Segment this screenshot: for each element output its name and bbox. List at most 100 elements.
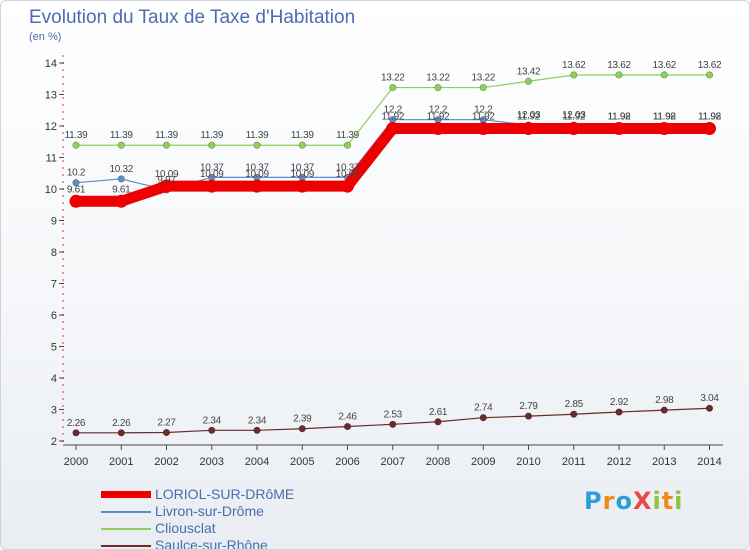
legend-swatch-loriol bbox=[101, 491, 151, 498]
y-tick-label: 8 bbox=[51, 247, 57, 259]
x-tick-label: 2007 bbox=[381, 456, 405, 468]
data-label-saulce-sur-rh-ne: 2.61 bbox=[429, 407, 448, 418]
data-label-livron-sur-dr-me: 10.32 bbox=[109, 164, 133, 175]
data-point-cliousclat bbox=[660, 71, 668, 79]
data-point-saulce-sur-rh-ne bbox=[660, 406, 668, 414]
data-point-cliousclat bbox=[615, 71, 623, 79]
data-label-cliousclat: 11.39 bbox=[200, 130, 224, 141]
y-tick-label: 12 bbox=[45, 121, 57, 133]
legend-label: Saulce-sur-Rhône bbox=[155, 537, 268, 550]
data-label-saulce-sur-rh-ne: 2.34 bbox=[203, 415, 222, 426]
data-label-saulce-sur-rh-ne: 2.98 bbox=[655, 395, 674, 406]
data-label-cliousclat: 13.62 bbox=[562, 60, 586, 71]
legend-swatch-saulce bbox=[101, 545, 151, 547]
logo-letter: o bbox=[615, 487, 633, 515]
data-point-saulce-sur-rh-ne bbox=[298, 425, 306, 433]
data-label-cliousclat: 13.22 bbox=[471, 73, 495, 84]
data-point-cliousclat bbox=[524, 77, 533, 85]
data-label-loriol-sur-dr-me: 11.92 bbox=[427, 112, 451, 123]
data-label-saulce-sur-rh-ne: 2.46 bbox=[338, 412, 357, 423]
data-label-livron-sur-dr-me: 10.37 bbox=[290, 162, 314, 173]
logo-letter: P bbox=[584, 487, 603, 515]
data-point-loriol-sur-dr-me bbox=[114, 194, 128, 208]
x-tick-label: 2010 bbox=[516, 456, 540, 468]
y-tick-label: 9 bbox=[51, 216, 57, 228]
data-point-saulce-sur-rh-ne bbox=[208, 426, 216, 434]
data-label-saulce-sur-rh-ne: 2.74 bbox=[474, 403, 493, 414]
data-label-livron-sur-dr-me: 12.03 bbox=[562, 110, 586, 121]
x-tick-label: 2002 bbox=[154, 456, 178, 468]
data-point-loriol-sur-dr-me bbox=[431, 122, 445, 136]
data-label-loriol-sur-dr-me: 11.92 bbox=[608, 112, 632, 123]
logo-letter: r bbox=[602, 487, 616, 515]
y-tick-label: 10 bbox=[45, 184, 57, 196]
logo-letter: X bbox=[632, 487, 653, 515]
data-point-loriol-sur-dr-me bbox=[522, 122, 535, 136]
data-label-saulce-sur-rh-ne: 3.04 bbox=[700, 393, 719, 404]
x-tick-label: 2013 bbox=[652, 456, 676, 468]
data-point-cliousclat bbox=[705, 71, 714, 79]
x-tick-label: 2008 bbox=[426, 456, 450, 468]
data-point-saulce-sur-rh-ne bbox=[162, 428, 171, 437]
data-label-cliousclat: 13.42 bbox=[517, 66, 541, 77]
legend-label: Livron-sur-Drôme bbox=[155, 503, 264, 519]
x-tick-label: 2009 bbox=[471, 456, 495, 468]
data-label-saulce-sur-rh-ne: 2.92 bbox=[610, 397, 629, 408]
data-point-saulce-sur-rh-ne bbox=[343, 422, 352, 431]
data-point-loriol-sur-dr-me bbox=[295, 179, 309, 193]
data-label-saulce-sur-rh-ne: 2.26 bbox=[67, 418, 86, 429]
x-tick-label: 2012 bbox=[607, 456, 631, 468]
data-label-saulce-sur-rh-ne: 2.79 bbox=[519, 401, 538, 412]
proxiti-logo: ProXiti bbox=[584, 487, 683, 515]
data-label-livron-sur-dr-me: 11.98 bbox=[698, 112, 722, 123]
data-label-saulce-sur-rh-ne: 2.53 bbox=[384, 409, 403, 420]
y-tick-label: 11 bbox=[46, 153, 57, 165]
data-point-saulce-sur-rh-ne bbox=[479, 414, 487, 422]
data-point-cliousclat bbox=[570, 71, 578, 79]
data-point-cliousclat bbox=[389, 83, 397, 92]
data-label-saulce-sur-rh-ne: 2.26 bbox=[112, 418, 131, 429]
data-point-loriol-sur-dr-me bbox=[476, 122, 490, 136]
axes: 2 3 4 5 6 7 8 9 10 11 12 13 14 2000 2001 2002 2003 2004 20… bbox=[45, 55, 723, 468]
data-label-cliousclat: 13.62 bbox=[652, 60, 676, 71]
data-point-loriol-sur-dr-me bbox=[341, 179, 354, 193]
x-tick-label: 2014 bbox=[697, 456, 721, 468]
data-label-cliousclat: 13.62 bbox=[698, 60, 722, 71]
data-point-loriol-sur-dr-me bbox=[612, 122, 626, 136]
data-label-livron-sur-dr-me: 11.98 bbox=[653, 112, 677, 123]
x-tick-label: 2005 bbox=[290, 456, 314, 468]
data-point-cliousclat bbox=[479, 83, 487, 92]
y-tick-label: 13 bbox=[45, 90, 57, 102]
data-point-loriol-sur-dr-me bbox=[205, 179, 219, 193]
data-label-livron-sur-dr-me: 10.37 bbox=[200, 162, 224, 173]
data-point-cliousclat bbox=[343, 141, 352, 149]
data-point-cliousclat bbox=[72, 141, 80, 149]
data-label-livron-sur-dr-me: 9.97 bbox=[157, 175, 176, 186]
data-label-loriol-sur-dr-me: 11.92 bbox=[517, 112, 541, 123]
data-label-loriol-sur-dr-me: 10.09 bbox=[200, 169, 224, 180]
unit-label: (en %) bbox=[29, 31, 62, 43]
legend-label: Cliousclat bbox=[155, 520, 216, 536]
data-label-livron-sur-dr-me: 10.2 bbox=[67, 168, 86, 179]
y-tick-label: 6 bbox=[51, 310, 57, 322]
data-point-saulce-sur-rh-ne bbox=[570, 410, 578, 418]
logo-letter: t bbox=[661, 487, 675, 515]
data-label-livron-sur-dr-me: 10.37 bbox=[245, 162, 269, 173]
x-tick-label: 2006 bbox=[335, 456, 359, 468]
data-label-loriol-sur-dr-me: 11.92 bbox=[472, 112, 496, 123]
data-label-cliousclat: 11.39 bbox=[65, 130, 89, 141]
data-label-saulce-sur-rh-ne: 2.34 bbox=[248, 415, 267, 426]
data-label-loriol-sur-dr-me: 9.61 bbox=[112, 184, 131, 195]
x-tick-label: 2003 bbox=[200, 456, 224, 468]
y-tick-label: 2 bbox=[51, 436, 57, 448]
data-label-saulce-sur-rh-ne: 2.39 bbox=[293, 414, 312, 425]
data-point-saulce-sur-rh-ne bbox=[117, 429, 125, 437]
data-point-cliousclat bbox=[162, 141, 171, 149]
legend-swatch-livron bbox=[101, 511, 151, 513]
data-point-cliousclat bbox=[434, 83, 442, 92]
data-label-livron-sur-dr-me: 12.2 bbox=[384, 105, 403, 116]
data-label-livron-sur-dr-me: 10.37 bbox=[336, 162, 360, 173]
data-point-cliousclat bbox=[253, 141, 261, 149]
data-point-livron-sur-dr-me bbox=[117, 175, 125, 183]
